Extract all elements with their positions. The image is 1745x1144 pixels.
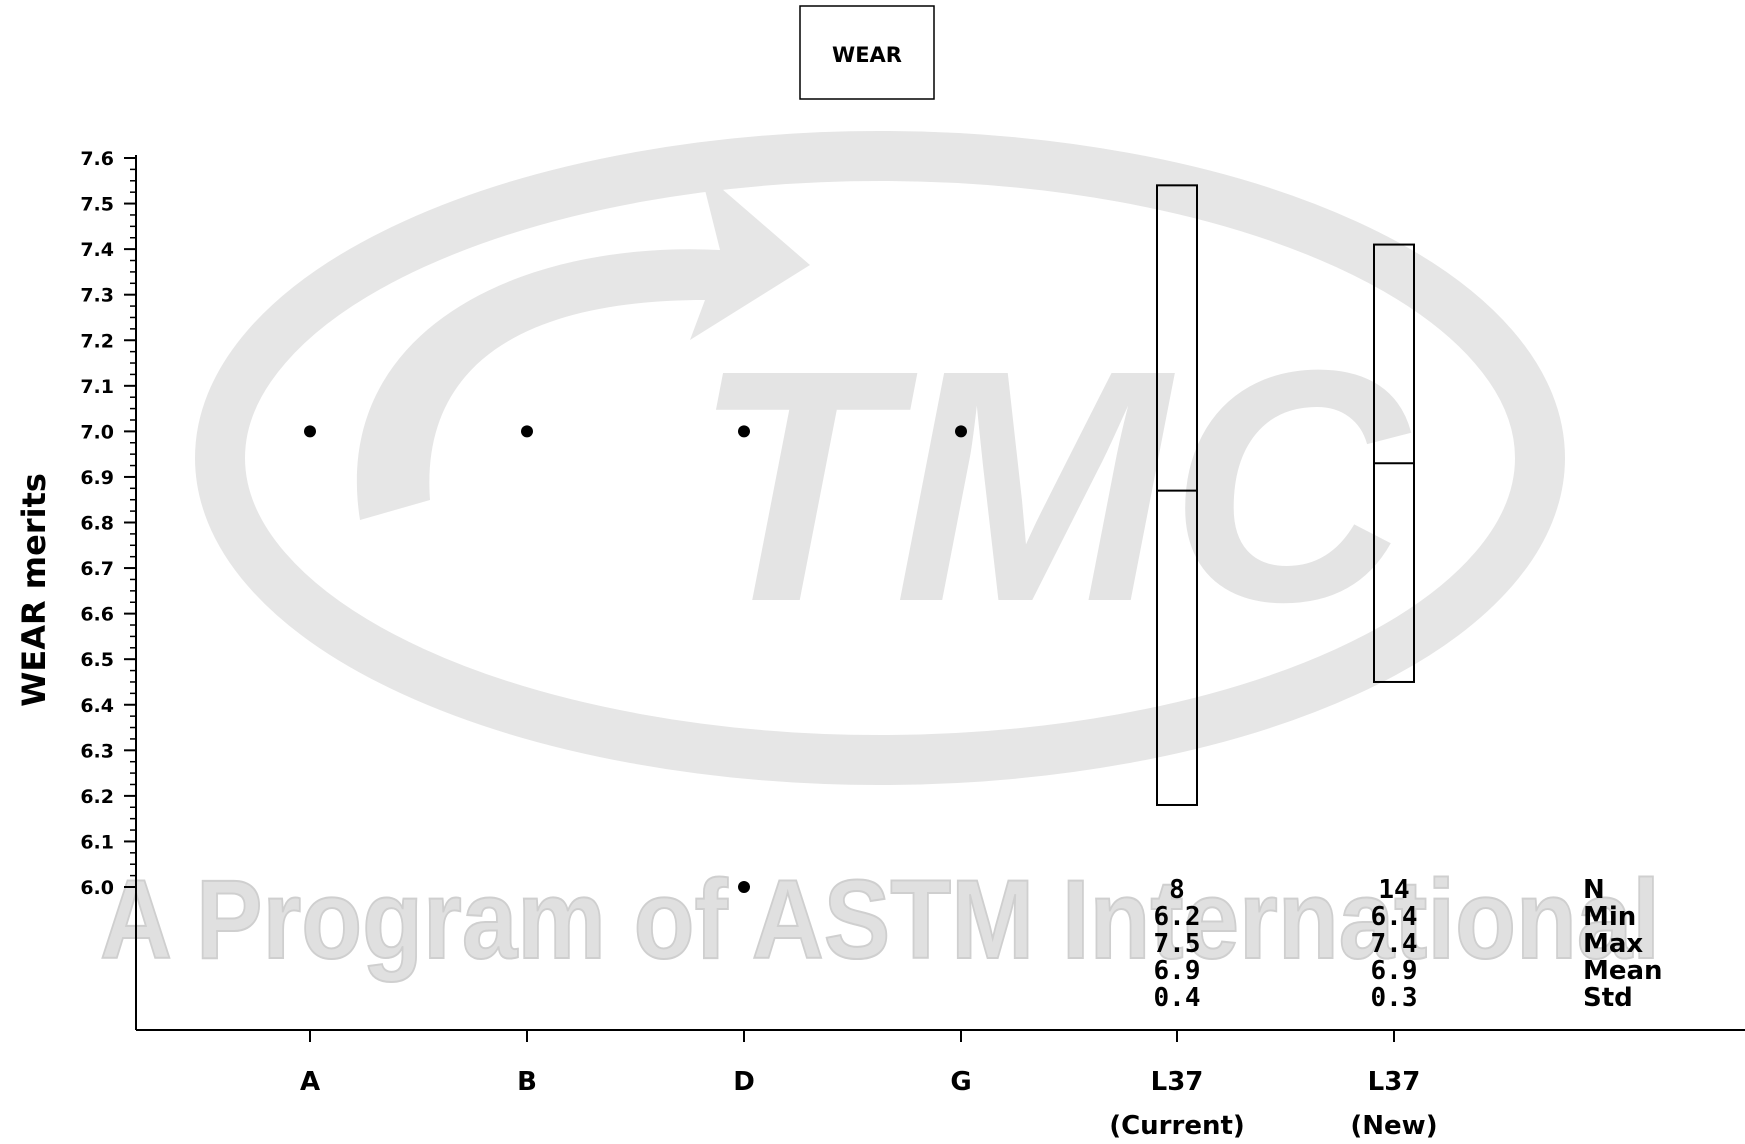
stat-value: 7.4 [1371, 929, 1418, 959]
data-point [521, 425, 533, 438]
x-category-label: L37 [1368, 1067, 1421, 1097]
watermark-arrow [356, 170, 810, 520]
y-tick-label: 6.4 [80, 695, 114, 717]
y-axis-title: WEAR merits [15, 473, 53, 707]
y-tick-label: 6.8 [80, 513, 114, 535]
y-tick-label: 7.5 [80, 194, 114, 216]
stat-value: 6.9 [1154, 956, 1201, 986]
stat-value: 8 [1169, 875, 1185, 905]
y-tick-label: 6.5 [80, 649, 114, 671]
y-tick-label: 7.1 [80, 376, 114, 398]
stat-value: 14 [1378, 875, 1409, 905]
x-category-label: A [300, 1067, 320, 1097]
y-tick-label: 7.6 [80, 148, 114, 170]
stat-label: Std [1583, 983, 1633, 1013]
stat-value: 7.5 [1154, 929, 1201, 959]
stat-label: Max [1583, 929, 1643, 959]
stat-label: N [1583, 875, 1605, 905]
data-point [955, 425, 967, 438]
stat-value: 6.9 [1371, 956, 1418, 986]
legend-label: WEAR [832, 43, 902, 67]
x-category-label: (New) [1350, 1111, 1437, 1141]
y-tick-label: 6.2 [80, 786, 114, 808]
x-category-label: (Current) [1109, 1111, 1245, 1141]
data-point [738, 881, 750, 893]
range-box [1156, 184, 1198, 806]
stat-value: 0.3 [1371, 983, 1418, 1013]
y-tick-label: 7.3 [80, 285, 114, 307]
y-tick-label: 7.2 [80, 330, 114, 352]
y-tick-label: 6.9 [80, 467, 114, 489]
y-axis-ticks: 6.0 6.1 6.2 6.3 6.4 6.5 6.6 6.7 6.8 6.9 7.0 7.1 7.2 7… [80, 148, 136, 899]
y-tick-label: 6.7 [80, 558, 114, 580]
x-category-label: G [950, 1067, 971, 1097]
y-tick-label: 6.3 [80, 740, 114, 762]
stats-table: 86.27.56.90.4146.47.46.90.3NMinMaxMeanSt… [1154, 875, 1663, 1013]
x-axis-categories: A B D G L37 (Current) L37 (New) [300, 1030, 1438, 1141]
stat-label: Mean [1583, 956, 1663, 986]
watermark-ellipse [195, 131, 1565, 785]
watermark-tagline: A Program of ASTM International [100, 857, 1660, 982]
stat-value: 6.2 [1154, 902, 1201, 932]
y-tick-label: 6.1 [80, 831, 114, 853]
watermark-logo: TMC A Program of ASTM International [99, 131, 1661, 983]
y-tick-label: 7.0 [80, 421, 114, 443]
stat-value: 0.4 [1154, 983, 1201, 1013]
data-point [738, 425, 750, 438]
x-category-label: L37 [1151, 1067, 1204, 1097]
legend-box [799, 5, 935, 100]
x-category-label: B [517, 1067, 537, 1097]
y-tick-label: 7.4 [80, 239, 114, 261]
points [304, 425, 967, 893]
legend: WEAR [799, 5, 935, 100]
stat-label: Min [1583, 902, 1636, 932]
data-point [304, 425, 316, 438]
stat-value: 6.4 [1371, 902, 1418, 932]
y-tick-label: 6.6 [80, 604, 114, 626]
x-category-label: D [733, 1067, 755, 1097]
y-tick-label: 6.0 [80, 877, 114, 899]
boxes [1156, 184, 1415, 806]
watermark-letters: TMC [693, 301, 1412, 670]
